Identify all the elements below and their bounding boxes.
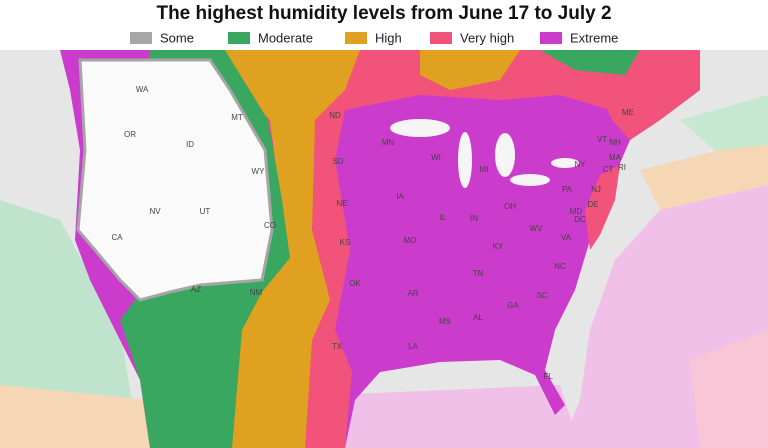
state-label: MA [609, 153, 622, 162]
land-very-high [585, 60, 660, 140]
state-label: CO [264, 221, 276, 230]
state-label: GA [507, 301, 519, 310]
state-label: NY [574, 160, 586, 169]
land-very-high [585, 165, 620, 250]
ocean-zone [640, 145, 768, 210]
lake [390, 119, 450, 137]
state-label: PA [562, 185, 573, 194]
state-label: IL [440, 213, 447, 222]
state-label: WY [252, 167, 266, 176]
state-label: SD [332, 157, 343, 166]
state-label: AL [473, 313, 483, 322]
state-label: ME [622, 108, 634, 117]
state-label: NV [149, 207, 161, 216]
lake [510, 174, 550, 186]
state-label: MS [439, 317, 451, 326]
state-label: IN [470, 214, 478, 223]
lake [551, 158, 579, 168]
lake [458, 132, 472, 188]
state-label: WV [530, 224, 544, 233]
state-label: NC [554, 262, 566, 271]
legend-swatch [130, 32, 152, 44]
legend-label: High [375, 30, 402, 45]
state-label: RI [618, 163, 626, 172]
state-label: VA [561, 233, 572, 242]
legend-label: Extreme [570, 30, 618, 45]
state-label: CA [111, 233, 123, 242]
lake [495, 133, 515, 177]
state-label: IA [396, 192, 404, 201]
state-label: ID [186, 140, 194, 149]
state-label: WA [136, 85, 149, 94]
state-label: TX [332, 342, 343, 351]
state-label: WI [431, 153, 441, 162]
legend-swatch [540, 32, 562, 44]
land-none [76, 58, 274, 302]
state-label: SC [536, 291, 547, 300]
land-moderate [540, 50, 640, 75]
state-label: NJ [591, 185, 601, 194]
state-label: MO [404, 236, 417, 245]
state-label: TN [473, 269, 484, 278]
state-label: MI [480, 165, 489, 174]
state-label: CT [603, 165, 614, 174]
ocean-zone [330, 385, 580, 448]
state-label: AR [407, 289, 418, 298]
state-label: KY [493, 242, 504, 251]
state-label: NM [250, 288, 263, 297]
state-label: DE [587, 200, 598, 209]
state-label: OH [504, 202, 516, 211]
state-label: VT [597, 135, 607, 144]
state-label: UT [200, 207, 211, 216]
ocean-zone [680, 95, 768, 155]
ocean-zone [690, 330, 768, 448]
legend-label: Moderate [258, 30, 313, 45]
legend-swatch [345, 32, 367, 44]
state-label: AZ [191, 285, 201, 294]
state-label: LA [408, 342, 418, 351]
state-label: KS [340, 238, 351, 247]
legend-swatch [430, 32, 452, 44]
ocean-zone [0, 385, 170, 448]
state-label: MN [382, 138, 395, 147]
state-label: FL [543, 372, 553, 381]
state-label: NH [609, 138, 621, 147]
title: The highest humidity levels from June 17… [156, 3, 611, 24]
legend: Some Moderate High Very high Extreme [130, 30, 618, 45]
state-label: DC [574, 215, 586, 224]
state-label: NE [336, 199, 347, 208]
land-high [420, 50, 520, 90]
map [0, 50, 768, 448]
ocean-zone [0, 200, 140, 448]
state-label: OK [349, 279, 361, 288]
legend-swatch [228, 32, 250, 44]
state-label: MD [570, 207, 583, 216]
state-label: OR [124, 130, 136, 139]
legend-label: Very high [460, 30, 514, 45]
state-label: ND [329, 111, 341, 120]
legend-label: Some [160, 30, 194, 45]
state-label: MT [231, 113, 243, 122]
state-labels: WA OR ID MT WY NV UT CA CO AZ NM ND SD NE KS OK TX MN IA MO… [111, 85, 634, 381]
